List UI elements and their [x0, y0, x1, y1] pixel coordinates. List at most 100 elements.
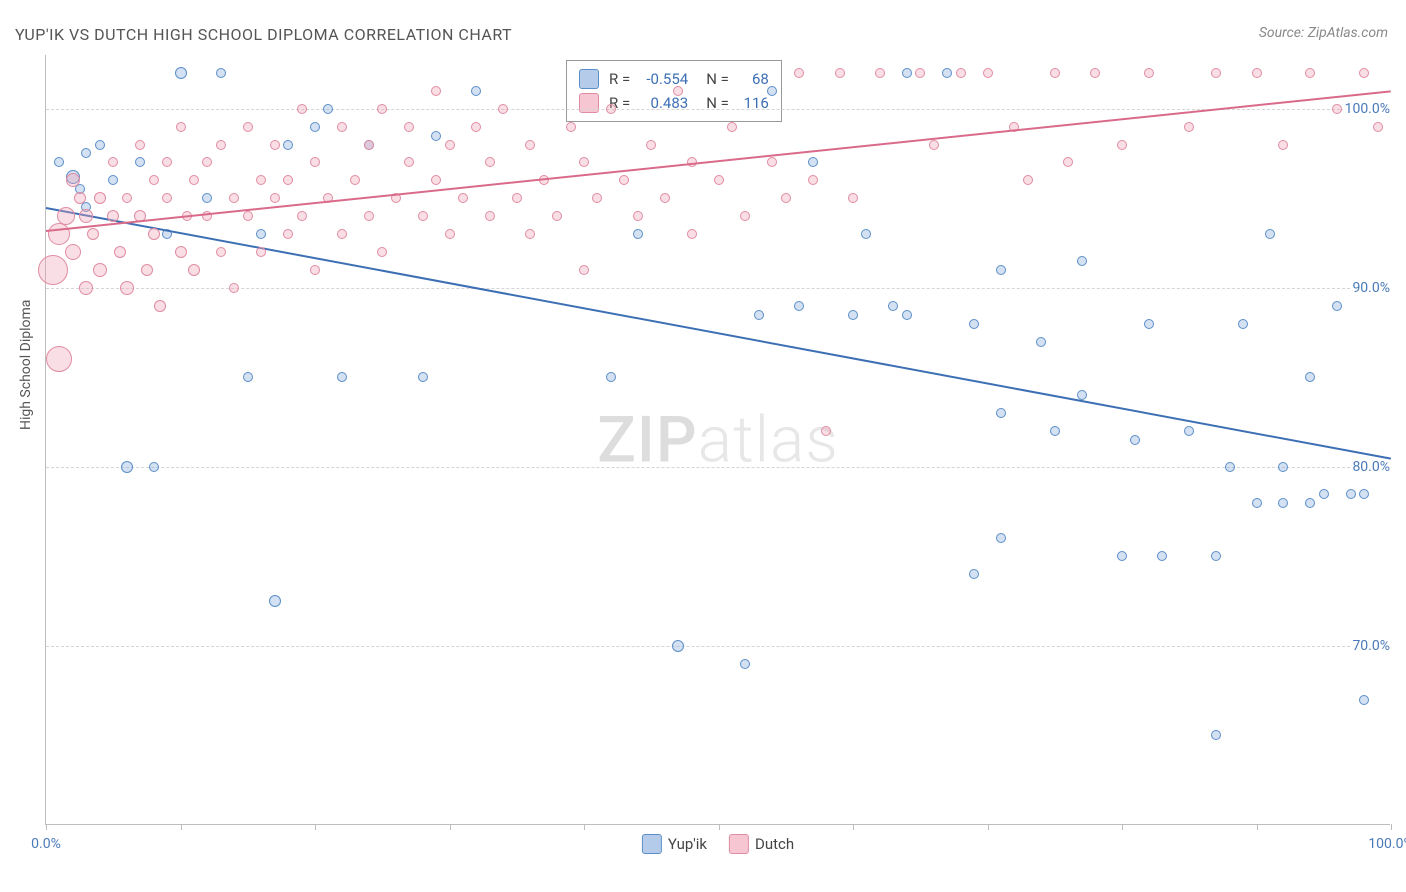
data-point [1117, 551, 1127, 561]
y-tick-label: 70.0% [1350, 638, 1392, 654]
data-point [1359, 489, 1369, 499]
data-point [781, 193, 791, 203]
y-tick-label: 80.0% [1350, 459, 1392, 475]
data-point [525, 140, 535, 150]
data-point [337, 229, 347, 239]
data-point [821, 426, 831, 436]
data-point [1373, 122, 1383, 132]
data-point [592, 193, 602, 203]
data-point [902, 310, 912, 320]
y-axis-label: High School Diploma [18, 300, 34, 430]
data-point [66, 173, 80, 187]
data-point [74, 192, 86, 204]
data-point [875, 68, 885, 78]
source-label: Source: ZipAtlas.com [1259, 25, 1388, 41]
data-point [154, 300, 166, 312]
data-point [445, 229, 455, 239]
data-point [445, 140, 455, 150]
data-point [633, 229, 643, 239]
legend-item-dutch: Dutch [729, 834, 794, 854]
data-point [122, 193, 132, 203]
data-point [471, 86, 481, 96]
data-point [552, 211, 562, 221]
data-point [996, 408, 1006, 418]
data-point [1332, 301, 1342, 311]
data-point [256, 229, 266, 239]
data-point [1211, 730, 1221, 740]
gridline [46, 467, 1390, 468]
data-point [996, 265, 1006, 275]
data-point [942, 68, 952, 78]
data-point [1359, 68, 1369, 78]
legend-label: Dutch [755, 835, 794, 853]
data-point [1211, 68, 1221, 78]
data-point [1090, 68, 1100, 78]
data-point [93, 263, 107, 277]
data-point [996, 533, 1006, 543]
data-point [1211, 551, 1221, 561]
data-point [566, 122, 576, 132]
data-point [148, 228, 160, 240]
data-point [57, 207, 75, 225]
data-point [458, 193, 468, 203]
data-point [915, 68, 925, 78]
data-point [418, 211, 428, 221]
data-point [418, 372, 428, 382]
data-point [79, 209, 93, 223]
x-tick-mark [1391, 824, 1392, 830]
data-point [767, 86, 777, 96]
data-point [929, 140, 939, 150]
data-point [848, 310, 858, 320]
swatch-blue-icon [642, 834, 662, 854]
data-point [48, 223, 70, 245]
data-point [1036, 337, 1046, 347]
x-tick-label: 0.0% [31, 836, 61, 852]
data-point [1157, 551, 1167, 561]
data-point [283, 140, 293, 150]
data-point [243, 372, 253, 382]
data-point [606, 372, 616, 382]
data-point [969, 569, 979, 579]
data-point [283, 229, 293, 239]
n-value: 68 [735, 70, 769, 88]
data-point [114, 246, 126, 258]
data-point [714, 175, 724, 185]
data-point [120, 281, 134, 295]
data-point [673, 86, 683, 96]
data-point [377, 247, 387, 257]
data-point [175, 67, 187, 79]
data-point [835, 68, 845, 78]
data-point [983, 68, 993, 78]
data-point [121, 461, 133, 473]
data-point [175, 246, 187, 258]
data-point [135, 157, 145, 167]
data-point [46, 346, 72, 372]
data-point [646, 140, 656, 150]
x-tick-mark [315, 824, 316, 830]
data-point [727, 122, 737, 132]
series-legend: Yup'ik Dutch [642, 834, 794, 854]
data-point [754, 310, 764, 320]
watermark: ZIPatlas [597, 402, 839, 477]
x-tick-mark [584, 824, 585, 830]
data-point [1184, 426, 1194, 436]
data-point [767, 157, 777, 167]
data-point [498, 104, 508, 114]
x-tick-mark [46, 824, 47, 830]
watermark-light: atlas [698, 402, 839, 477]
x-tick-mark [719, 824, 720, 830]
data-point [660, 193, 670, 203]
trendline [46, 207, 1391, 460]
chart-title: YUP'IK VS DUTCH HIGH SCHOOL DIPLOMA CORR… [15, 25, 512, 44]
data-point [135, 140, 145, 150]
data-point [471, 122, 481, 132]
data-point [38, 255, 68, 285]
data-point [243, 122, 253, 132]
n-label: N = [706, 70, 729, 88]
data-point [162, 157, 172, 167]
gridline [46, 109, 1390, 110]
swatch-pink-icon [579, 93, 599, 113]
data-point [87, 228, 99, 240]
data-point [1144, 68, 1154, 78]
data-point [1023, 175, 1033, 185]
